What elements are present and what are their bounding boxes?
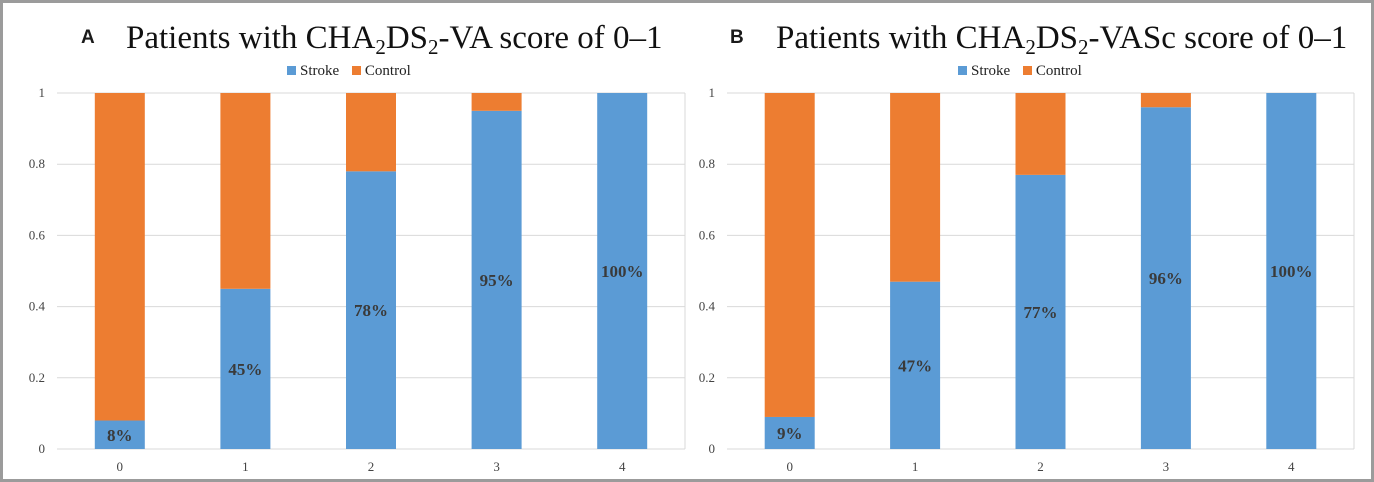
x-tick-label: 2 bbox=[368, 459, 375, 474]
legend-item-stroke: Stroke bbox=[287, 63, 339, 79]
y-tick-label: 0.8 bbox=[699, 156, 715, 171]
panel-letter: B bbox=[730, 27, 744, 48]
bar-stroke bbox=[220, 288, 271, 449]
legend-swatch-stroke bbox=[287, 66, 296, 75]
x-tick-label: 4 bbox=[1288, 459, 1295, 474]
bar-data-label: 47% bbox=[898, 356, 932, 375]
bar-data-label: 96% bbox=[1149, 269, 1183, 288]
legend-item-stroke: Stroke bbox=[958, 63, 1010, 79]
legend-swatch-control bbox=[1022, 66, 1032, 75]
y-tick-label: 0.2 bbox=[29, 370, 45, 385]
y-tick-label: 1 bbox=[709, 85, 716, 100]
x-tick-label: 2 bbox=[1037, 459, 1044, 474]
bar-data-label: 77% bbox=[1024, 303, 1058, 322]
bar-control bbox=[94, 93, 145, 421]
bar-stroke bbox=[597, 93, 648, 449]
legend: Stroke Control bbox=[287, 63, 420, 80]
bar-data-label: 9% bbox=[777, 424, 803, 443]
legend-item-control: Control bbox=[1022, 63, 1082, 79]
bar-stroke bbox=[94, 420, 145, 449]
legend-swatch-stroke bbox=[958, 66, 967, 75]
x-tick-label: 1 bbox=[912, 459, 919, 474]
bar-data-label: 100% bbox=[601, 262, 644, 281]
chart-plot: 0 0.2 0.4 0.6 0.8 1 9% 0 47% 1 77% 2 96% 3 100% 4 bbox=[699, 85, 1355, 474]
bar-control bbox=[1140, 93, 1191, 108]
bar-data-label: 95% bbox=[480, 271, 514, 290]
bar-data-label: 45% bbox=[228, 360, 262, 379]
bar-stroke bbox=[890, 281, 941, 449]
bar-stroke bbox=[346, 171, 396, 449]
y-tick-label: 0.6 bbox=[29, 227, 46, 242]
y-tick-label: 0.2 bbox=[699, 370, 715, 385]
bar-control bbox=[471, 93, 522, 111]
x-tick-label: 0 bbox=[786, 459, 793, 474]
bar-control bbox=[220, 93, 271, 289]
y-tick-label: 0 bbox=[39, 441, 46, 456]
y-tick-label: 0.4 bbox=[29, 299, 46, 314]
legend: Stroke Control bbox=[958, 63, 1091, 80]
bar-stroke bbox=[1266, 93, 1317, 449]
x-tick-label: 3 bbox=[1163, 459, 1170, 474]
bar-control bbox=[346, 93, 396, 172]
legend-swatch-control bbox=[351, 66, 361, 75]
y-tick-label: 0.4 bbox=[699, 299, 716, 314]
chart-plot: 0 0.2 0.4 0.6 0.8 1 8% 0 45% 1 78% 2 95% 3 100% 4 bbox=[29, 85, 686, 474]
bar-stroke bbox=[1140, 107, 1191, 450]
y-tick-label: 0 bbox=[709, 441, 716, 456]
panel-letter: A bbox=[81, 27, 95, 48]
bar-control bbox=[890, 93, 941, 282]
bar-data-label: 78% bbox=[354, 301, 388, 320]
bar-stroke bbox=[764, 416, 815, 449]
x-tick-label: 3 bbox=[493, 459, 500, 474]
y-tick-label: 1 bbox=[39, 85, 46, 100]
panel-b: B Patients with CHA2DS2-VASc score of 0–… bbox=[674, 3, 1358, 479]
bar-stroke bbox=[471, 110, 522, 450]
bar-data-label: 8% bbox=[107, 426, 133, 445]
chart-title: Patients with CHA2DS2-VA score of 0–1 bbox=[126, 20, 663, 59]
x-tick-label: 1 bbox=[242, 459, 249, 474]
bar-stroke bbox=[1015, 174, 1066, 449]
chart-title: Patients with CHA2DS2-VASc score of 0–1 bbox=[776, 20, 1348, 59]
legend-item-control: Control bbox=[351, 63, 411, 79]
x-tick-label: 0 bbox=[117, 459, 124, 474]
x-tick-label: 4 bbox=[619, 459, 626, 474]
y-tick-label: 0.6 bbox=[699, 227, 716, 242]
bar-control bbox=[764, 93, 815, 417]
bar-control bbox=[1015, 93, 1066, 175]
y-tick-label: 0.8 bbox=[29, 156, 45, 171]
bar-data-label: 100% bbox=[1270, 262, 1313, 281]
panel-a: A Patients with CHA2DS2-VA score of 0–1 … bbox=[5, 3, 689, 479]
